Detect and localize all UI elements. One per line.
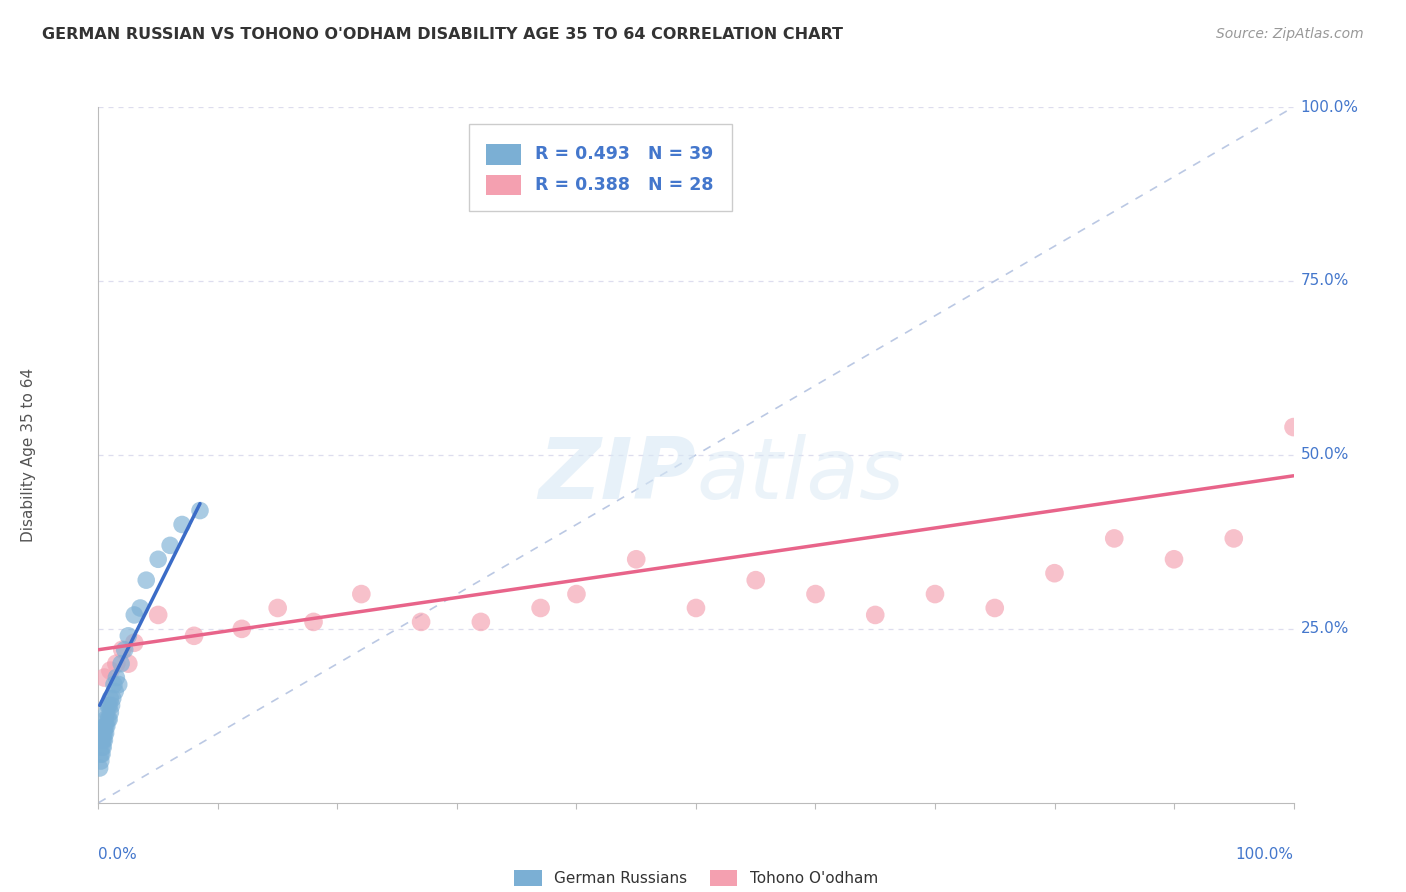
Point bbox=[188, 503, 211, 517]
Point bbox=[117, 657, 139, 671]
Text: GERMAN RUSSIAN VS TOHONO O'ODHAM DISABILITY AGE 35 TO 64 CORRELATION CHART: GERMAN RUSSIAN VS TOHONO O'ODHAM DISABIL… bbox=[42, 27, 844, 42]
Point bbox=[111, 642, 134, 657]
Point bbox=[98, 691, 122, 706]
FancyBboxPatch shape bbox=[470, 124, 733, 211]
Point bbox=[96, 719, 118, 733]
Point bbox=[411, 615, 433, 629]
Point bbox=[117, 629, 139, 643]
Point bbox=[97, 712, 120, 726]
Point bbox=[91, 747, 114, 761]
Point bbox=[863, 607, 886, 622]
Text: 100.0%: 100.0% bbox=[1236, 847, 1294, 863]
Point bbox=[1222, 532, 1246, 546]
Point bbox=[107, 677, 129, 691]
Point bbox=[104, 684, 127, 698]
Point bbox=[135, 573, 157, 587]
Point bbox=[267, 601, 290, 615]
Point bbox=[110, 657, 132, 671]
Text: 0.0%: 0.0% bbox=[98, 847, 138, 863]
Point bbox=[105, 671, 128, 685]
Text: 25.0%: 25.0% bbox=[1301, 622, 1348, 636]
Point bbox=[93, 719, 115, 733]
Point bbox=[93, 671, 115, 685]
Point bbox=[624, 552, 647, 566]
Point bbox=[114, 642, 136, 657]
Point bbox=[98, 712, 121, 726]
Point bbox=[124, 636, 146, 650]
Point bbox=[745, 573, 768, 587]
FancyBboxPatch shape bbox=[485, 144, 522, 165]
Point bbox=[470, 615, 492, 629]
Text: R = 0.493   N = 39: R = 0.493 N = 39 bbox=[534, 145, 713, 163]
Point bbox=[91, 733, 114, 747]
Text: R = 0.388   N = 28: R = 0.388 N = 28 bbox=[534, 176, 713, 194]
Point bbox=[98, 706, 122, 720]
Point bbox=[172, 517, 194, 532]
Point bbox=[148, 607, 170, 622]
Point bbox=[1102, 532, 1125, 546]
Point bbox=[1282, 420, 1305, 434]
Point bbox=[105, 657, 128, 671]
Point bbox=[983, 601, 1005, 615]
Point bbox=[103, 677, 125, 691]
Text: atlas: atlas bbox=[696, 434, 904, 517]
Text: 50.0%: 50.0% bbox=[1301, 448, 1348, 462]
Point bbox=[124, 607, 146, 622]
Point bbox=[98, 664, 122, 678]
Point bbox=[231, 622, 253, 636]
Text: Source: ZipAtlas.com: Source: ZipAtlas.com bbox=[1216, 27, 1364, 41]
Point bbox=[91, 740, 114, 755]
Point bbox=[91, 726, 114, 740]
Point bbox=[129, 601, 152, 615]
Point bbox=[90, 747, 112, 761]
Point bbox=[183, 629, 205, 643]
Point bbox=[302, 615, 325, 629]
Point bbox=[924, 587, 946, 601]
Text: ZIP: ZIP bbox=[538, 434, 696, 517]
Point bbox=[100, 698, 122, 713]
Point bbox=[91, 733, 114, 747]
Point bbox=[685, 601, 707, 615]
Point bbox=[96, 706, 118, 720]
Point bbox=[804, 587, 827, 601]
Point bbox=[350, 587, 373, 601]
Point bbox=[1043, 566, 1066, 581]
Point bbox=[529, 601, 551, 615]
Legend: German Russians, Tohono O'odham: German Russians, Tohono O'odham bbox=[508, 863, 884, 892]
FancyBboxPatch shape bbox=[485, 175, 522, 195]
Point bbox=[98, 698, 121, 713]
Point bbox=[565, 587, 588, 601]
Text: 100.0%: 100.0% bbox=[1301, 100, 1358, 114]
Point bbox=[90, 754, 112, 768]
Point bbox=[93, 733, 115, 747]
Point bbox=[1163, 552, 1185, 566]
Point bbox=[94, 726, 117, 740]
Point bbox=[148, 552, 170, 566]
Point bbox=[94, 719, 117, 733]
Point bbox=[101, 691, 124, 706]
Point bbox=[91, 740, 114, 755]
Point bbox=[89, 761, 111, 775]
Text: 75.0%: 75.0% bbox=[1301, 274, 1348, 288]
Point bbox=[97, 698, 120, 713]
Point bbox=[94, 712, 117, 726]
Point bbox=[159, 538, 181, 552]
Point bbox=[93, 726, 115, 740]
Text: Disability Age 35 to 64: Disability Age 35 to 64 bbox=[21, 368, 35, 542]
